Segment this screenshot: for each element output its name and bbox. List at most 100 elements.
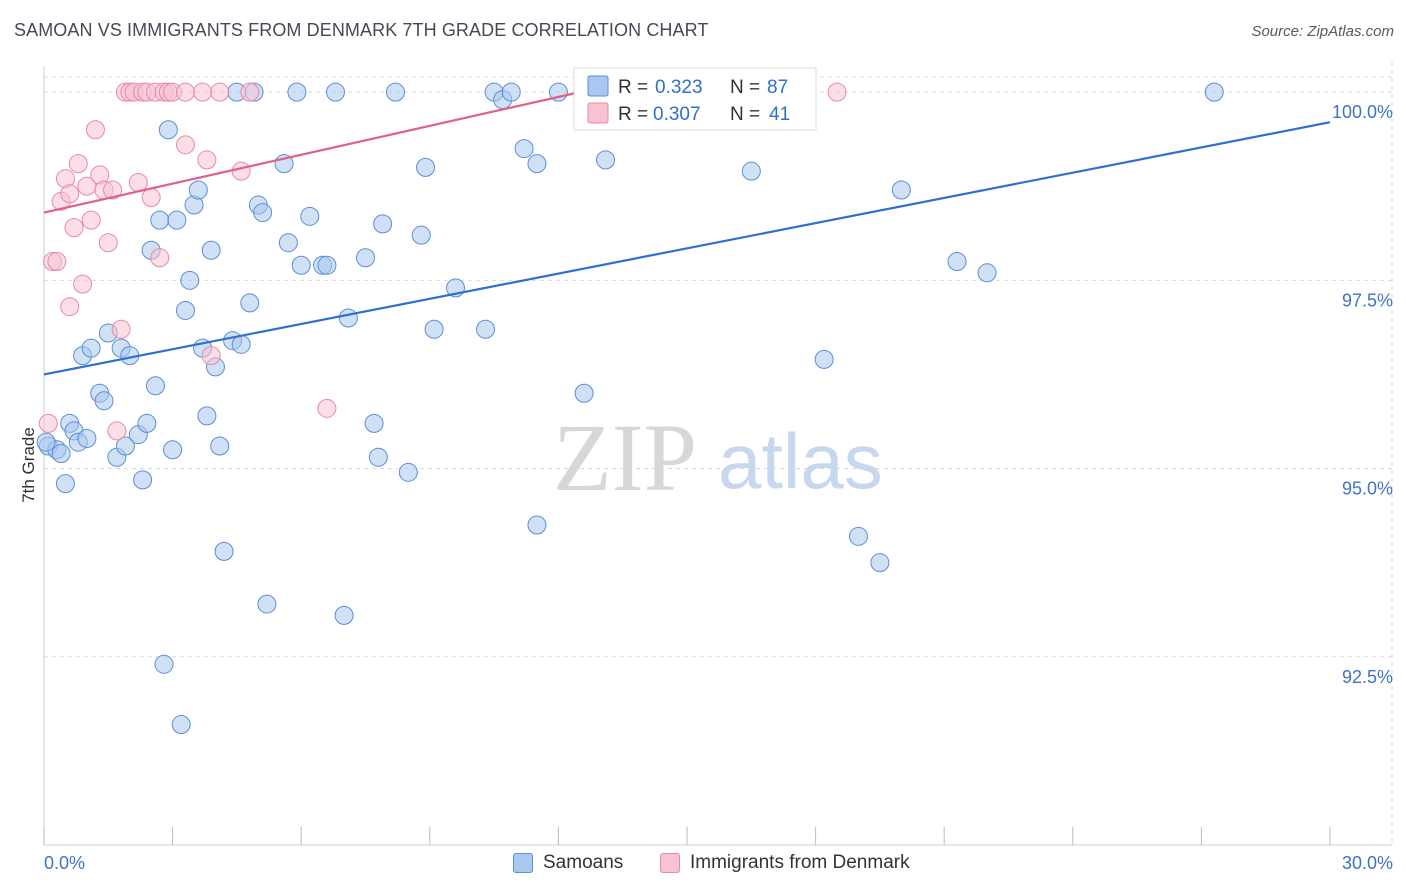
source-label: Source: ZipAtlas.com xyxy=(1251,23,1394,40)
data-point xyxy=(1204,82,1224,102)
data-point xyxy=(334,605,354,625)
trend-line xyxy=(43,91,581,214)
data-point xyxy=(741,161,761,181)
bottom-legend-swatch-denmark xyxy=(660,853,680,873)
legend-n-value-2: 41 xyxy=(769,104,790,125)
data-point xyxy=(214,541,234,561)
legend-r-label-1: R = xyxy=(618,77,648,98)
chart-title: SAMOAN VS IMMIGRANTS FROM DENMARK 7TH GR… xyxy=(14,20,709,40)
bottom-legend-denmark: Immigrants from Denmark xyxy=(660,852,910,874)
y-tick-label: 97.5% xyxy=(1342,290,1393,310)
data-point xyxy=(476,319,496,339)
data-point xyxy=(977,263,997,283)
data-point xyxy=(175,135,195,155)
data-point xyxy=(317,255,337,275)
stats-legend: R = 0.323 N = 87 R = 0.307 N = 41 xyxy=(573,67,817,131)
data-point xyxy=(197,150,217,170)
data-point xyxy=(947,252,967,272)
data-point xyxy=(171,715,191,735)
data-point xyxy=(150,248,170,268)
data-point xyxy=(257,594,277,614)
data-point xyxy=(158,120,178,140)
data-point xyxy=(201,346,221,366)
data-point xyxy=(111,319,131,339)
data-point xyxy=(253,203,273,223)
data-point xyxy=(98,233,118,253)
data-point xyxy=(150,210,170,230)
data-point xyxy=(501,82,521,102)
data-point xyxy=(356,248,375,268)
data-point xyxy=(240,293,260,313)
legend-n-label-1: N = xyxy=(730,77,760,98)
data-point xyxy=(103,180,123,200)
data-point xyxy=(891,180,911,200)
data-point xyxy=(197,406,217,426)
legend-n-value-1: 87 xyxy=(767,77,788,98)
data-point xyxy=(36,432,56,452)
data-point xyxy=(201,240,221,260)
data-point xyxy=(527,154,547,174)
bottom-legend-samoans: Samoans xyxy=(513,852,623,874)
data-point xyxy=(317,398,337,418)
grid-lines xyxy=(44,62,1393,845)
legend-swatch-denmark xyxy=(587,102,609,124)
data-point xyxy=(94,391,114,411)
data-point xyxy=(154,654,174,674)
x-tick-label-max: 30.0% xyxy=(1342,853,1393,873)
data-point xyxy=(188,180,208,200)
watermark: ZIP atlas xyxy=(553,404,883,511)
data-point xyxy=(64,218,84,238)
data-point xyxy=(38,413,58,433)
data-point xyxy=(145,376,165,396)
data-point xyxy=(287,82,307,102)
data-point xyxy=(175,82,195,102)
data-point xyxy=(163,440,183,460)
data-point xyxy=(368,447,388,467)
data-point xyxy=(291,255,311,275)
data-point xyxy=(411,225,431,245)
axes xyxy=(43,66,1392,846)
data-point xyxy=(180,270,200,290)
data-point xyxy=(141,188,161,208)
data-point xyxy=(424,319,444,339)
data-point xyxy=(60,184,80,204)
data-point xyxy=(527,515,547,535)
data-point xyxy=(73,274,93,294)
data-point xyxy=(416,157,436,177)
data-point xyxy=(47,252,67,272)
data-point xyxy=(827,82,847,102)
bottom-legend-swatch-samoans xyxy=(513,853,533,873)
data-point xyxy=(848,526,868,546)
y-tick-label: 95.0% xyxy=(1342,479,1393,499)
data-point xyxy=(210,436,230,456)
legend-swatch-samoans xyxy=(587,75,609,97)
legend-r-label-2: R = xyxy=(618,104,648,125)
data-point xyxy=(278,233,298,253)
y-tick-label: 92.5% xyxy=(1342,667,1393,687)
data-point xyxy=(514,139,534,159)
trend-lines xyxy=(43,91,1331,376)
data-point xyxy=(398,462,418,482)
data-point xyxy=(373,214,393,234)
data-point xyxy=(596,150,616,170)
data-point xyxy=(107,421,127,441)
data-point xyxy=(115,436,135,456)
data-point xyxy=(338,308,358,328)
data-point xyxy=(300,206,320,226)
data-point xyxy=(870,553,890,573)
x-tick-label-min: 0.0% xyxy=(44,853,85,873)
data-point xyxy=(51,444,71,463)
data-point xyxy=(325,82,345,102)
data-point xyxy=(81,210,101,230)
data-point xyxy=(77,428,97,448)
legend-r-value-2: 0.307 xyxy=(653,104,701,125)
watermark-atlas: atlas xyxy=(718,417,883,505)
data-point xyxy=(175,300,195,320)
data-point xyxy=(81,338,101,358)
data-point xyxy=(68,154,88,174)
legend-r-value-1: 0.323 xyxy=(655,77,703,98)
data-point xyxy=(60,297,80,317)
data-point xyxy=(128,172,148,192)
tick-labels: 92.5% 95.0% 97.5% 100.0% 0.0% 30.0% xyxy=(44,102,1393,873)
y-tick-label: 100.0% xyxy=(1332,102,1393,122)
